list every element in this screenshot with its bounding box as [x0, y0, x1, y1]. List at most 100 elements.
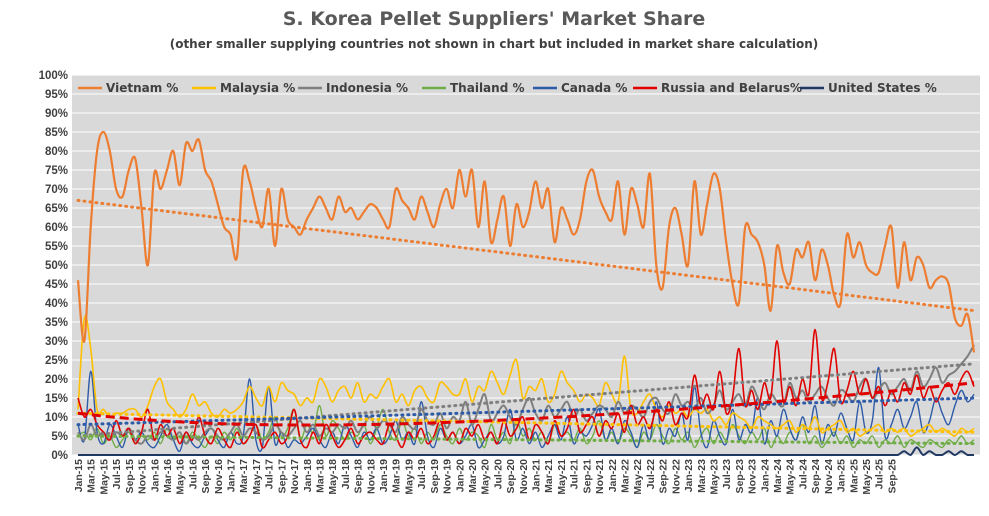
- x-tick-label: Nov-21: [594, 459, 606, 494]
- y-tick-label: 30%: [45, 336, 68, 348]
- y-axis-ticks: 0% 5% 10% 15% 20% 25% 30% 35% 40% 45% 50% 55% 60% 65%…: [39, 70, 68, 462]
- x-tick-label: Jan-16: [149, 459, 161, 492]
- x-tick-label: May-19: [403, 459, 415, 495]
- x-tick-label: Jan-20: [454, 459, 466, 492]
- legend-label: United States %: [828, 81, 937, 95]
- x-tick-label: Jul-25: [874, 459, 886, 490]
- x-tick-label: Jul-15: [111, 459, 123, 490]
- y-tick-label: 40%: [45, 298, 68, 310]
- x-tick-label: Nov-19: [442, 459, 454, 494]
- legend-label: Canada %: [561, 81, 627, 95]
- y-tick-label: 85%: [45, 127, 68, 139]
- y-tick-label: 35%: [45, 317, 68, 329]
- trend-line-0: [76, 198, 976, 313]
- chart-subtitle: (other smaller supplying countries not s…: [170, 37, 819, 51]
- x-tick-label: Nov-22: [670, 459, 682, 494]
- x-tick-label: Mar-25: [848, 459, 860, 493]
- x-tick-label: May-15: [98, 459, 110, 495]
- legend-label: Malaysia %: [220, 81, 295, 95]
- x-tick-label: Jul-23: [721, 459, 733, 490]
- y-tick-label: 60%: [45, 222, 68, 234]
- trend-lines: [76, 198, 976, 446]
- x-tick-label: Sep-18: [353, 459, 365, 494]
- y-tick-label: 80%: [45, 146, 68, 158]
- x-tick-label: Mar-15: [86, 459, 98, 493]
- x-tick-label: Nov-20: [518, 459, 530, 494]
- x-tick-label: Nov-15: [137, 459, 149, 494]
- x-tick-label: Jan-23: [683, 459, 695, 492]
- y-tick-label: 0%: [51, 450, 68, 462]
- x-tick-label: Nov-23: [747, 459, 759, 494]
- x-tick-label: Jul-21: [569, 459, 581, 490]
- x-tick-label: May-18: [327, 459, 339, 495]
- trend-line-1: [76, 411, 976, 434]
- x-tick-label: Jan-25: [836, 459, 848, 492]
- x-tick-label: Sep-24: [810, 459, 822, 494]
- x-tick-label: Nov-24: [823, 459, 835, 494]
- x-tick-label: Jan-22: [607, 459, 619, 492]
- y-tick-label: 95%: [45, 89, 68, 101]
- x-tick-label: Jan-15: [73, 459, 85, 492]
- x-tick-label: Sep-22: [658, 459, 670, 494]
- x-tick-label: Jan-17: [226, 459, 238, 492]
- x-tick-label: Jul-16: [187, 459, 199, 490]
- x-tick-label: Jul-17: [264, 459, 276, 490]
- x-tick-label: May-24: [785, 459, 797, 495]
- x-tick-label: Jul-24: [797, 459, 809, 490]
- x-tick-label: Mar-16: [162, 459, 174, 493]
- x-tick-label: Jul-19: [416, 459, 428, 490]
- x-tick-label: Mar-24: [772, 459, 784, 493]
- x-tick-label: Sep-20: [505, 459, 517, 494]
- y-tick-label: 75%: [45, 165, 68, 177]
- trend-line-5: [77, 381, 975, 427]
- legend-label: Thailand %: [450, 81, 524, 95]
- x-tick-label: May-16: [175, 459, 187, 495]
- y-tick-label: 45%: [45, 279, 68, 291]
- x-tick-label: Mar-23: [696, 459, 708, 493]
- x-tick-label: Mar-17: [238, 459, 250, 493]
- y-tick-label: 10%: [45, 412, 68, 424]
- series-line-6: [77, 446, 974, 457]
- x-tick-label: Nov-16: [213, 459, 225, 494]
- x-tick-label: Jul-20: [492, 459, 504, 490]
- y-tick-label: 55%: [45, 241, 68, 253]
- x-tick-label: May-25: [861, 459, 873, 495]
- x-tick-label: Sep-16: [200, 459, 212, 494]
- y-tick-label: 70%: [45, 184, 68, 196]
- x-axis-ticks: Jan-15 Mar-15 May-15 Jul-15 Sep-15 Nov-15 Jan-…: [73, 459, 898, 495]
- y-tick-label: 5%: [51, 431, 68, 443]
- x-tick-label: Jan-18: [302, 459, 314, 492]
- trend-line-4: [76, 396, 976, 427]
- x-tick-label: Mar-18: [314, 459, 326, 493]
- legend-label: Russia and Belarus%: [661, 81, 802, 95]
- y-tick-label: 25%: [45, 355, 68, 367]
- y-tick-label: 90%: [45, 108, 68, 120]
- x-tick-label: Mar-21: [543, 459, 555, 493]
- x-tick-label: Jan-24: [759, 459, 771, 492]
- x-tick-label: Sep-21: [581, 459, 593, 494]
- chart-title: S. Korea Pellet Suppliers' Market Share: [283, 8, 706, 30]
- x-tick-label: Mar-22: [619, 459, 631, 493]
- y-tick-label: 20%: [45, 374, 68, 386]
- trend-line-2: [76, 362, 976, 438]
- y-tick-label: 100%: [39, 70, 68, 82]
- y-tick-label: 50%: [45, 260, 68, 272]
- x-tick-label: Sep-15: [124, 459, 136, 494]
- series-line-1: [77, 315, 975, 437]
- x-tick-label: Nov-17: [289, 459, 301, 494]
- x-tick-label: May-22: [632, 459, 644, 495]
- series-line-0: [76, 130, 976, 353]
- x-tick-label: Nov-18: [365, 459, 377, 494]
- y-tick-label: 15%: [45, 393, 68, 405]
- x-tick-label: Jul-18: [340, 459, 352, 490]
- legend-label: Vietnam %: [106, 81, 178, 95]
- x-tick-label: May-21: [556, 459, 568, 495]
- x-tick-label: Jul-22: [645, 459, 657, 490]
- x-tick-label: Sep-23: [734, 459, 746, 494]
- x-tick-label: Sep-17: [276, 459, 288, 494]
- y-tick-label: 65%: [45, 203, 68, 215]
- x-tick-label: Jan-21: [531, 459, 543, 492]
- x-tick-label: Sep-19: [429, 459, 441, 494]
- x-tick-label: Sep-25: [886, 459, 898, 494]
